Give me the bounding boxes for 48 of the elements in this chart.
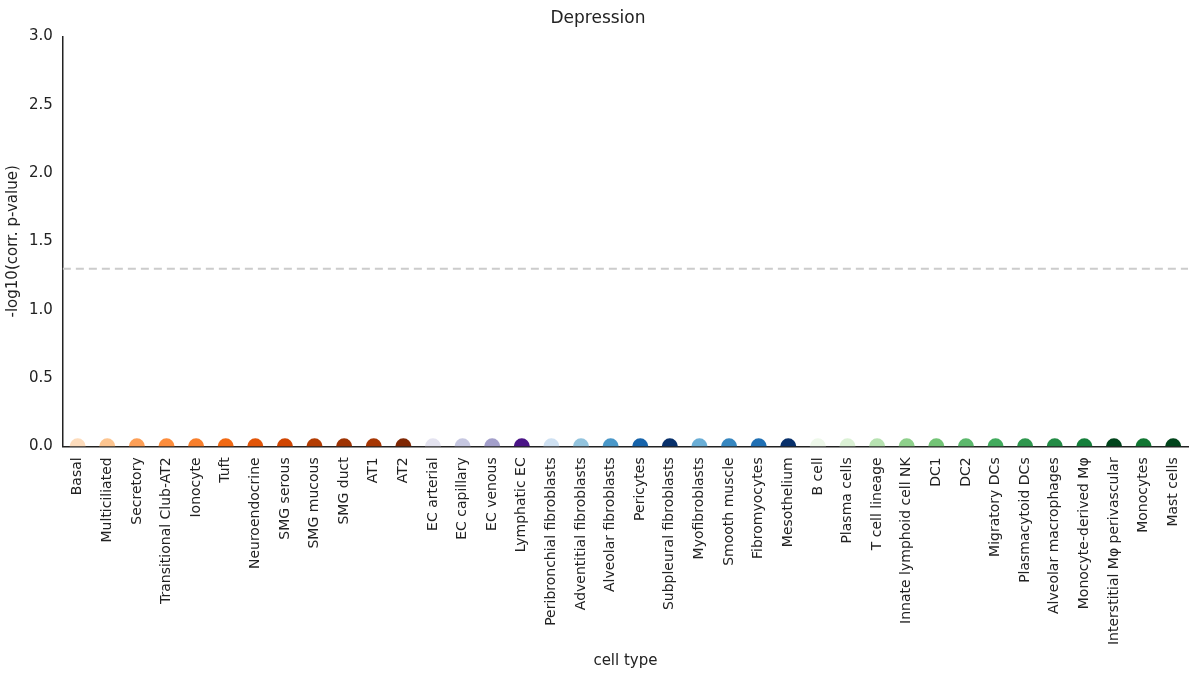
x-tick-label: SMG mucous <box>305 457 322 549</box>
y-tick-label: 1.5 <box>29 231 53 250</box>
x-tick-label: AT1 <box>364 457 381 484</box>
x-tick-label: Pericytes <box>630 457 647 521</box>
x-tick-label: AT2 <box>394 457 410 484</box>
chart-title: Depression <box>550 6 646 27</box>
x-tick-label: Mesothelium <box>778 457 795 548</box>
x-tick-label: Multiciliated <box>97 457 114 543</box>
x-tick-label: Plasmacytoid DCs <box>1015 457 1032 583</box>
x-tick-label: Migratory DCs <box>986 457 1003 557</box>
x-tick-label: Monocyte-derived Mφ <box>1075 457 1092 610</box>
x-tick-label: Plasma cells <box>838 457 855 544</box>
x-tick-label: Innate lymphoid cell NK <box>897 456 914 624</box>
x-tick-label: Secretory <box>127 457 144 525</box>
x-tick-label: Transitional Club-AT2 <box>157 457 174 606</box>
x-tick-label: SMG serous <box>275 457 292 540</box>
x-tick-label: EC arterial <box>423 457 440 531</box>
x-tick-label: Myofibroblasts <box>690 457 707 560</box>
x-tick-label: T cell lineage <box>867 457 884 552</box>
y-tick-label: 2.0 <box>29 162 53 181</box>
x-tick-label: Neuroendocrine <box>245 457 262 570</box>
x-tick-label: Fibromyocytes <box>749 457 766 560</box>
x-tick-label: Ionocyte <box>186 457 203 518</box>
x-tick-label: Peribronchial fibroblasts <box>542 457 559 626</box>
x-tick-label: B cell <box>808 457 825 496</box>
x-tick-label: Lymphatic EC <box>512 457 529 553</box>
x-tick-label: DC1 <box>926 457 943 487</box>
y-tick-label: 1.0 <box>29 299 53 318</box>
x-tick-label: Smooth muscle <box>719 457 736 566</box>
y-tick-label: 0.5 <box>29 367 53 386</box>
x-axis-title: cell type <box>593 650 658 669</box>
x-tick-label: EC capillary <box>453 457 470 540</box>
x-tick-label: Tuft <box>216 456 233 484</box>
x-tick-label: DC2 <box>956 457 973 487</box>
x-tick-label: Adventitial fibroblasts <box>571 457 588 611</box>
x-tick-label: Mast cells <box>1163 457 1180 527</box>
x-tick-label: Subpleural fibroblasts <box>660 457 677 611</box>
x-tick-label: Alveolar macrophages <box>1045 457 1062 614</box>
y-axis-title: -log10(corr. p-value) <box>2 165 21 318</box>
y-tick-label: 0.0 <box>29 436 53 455</box>
x-tick-label: SMG duct <box>334 456 351 525</box>
x-tick-label: Alveolar fibroblasts <box>601 457 618 593</box>
y-tick-label: 3.0 <box>29 26 53 45</box>
x-tick-label: Monocytes <box>1134 457 1151 533</box>
x-tick-label: EC venous <box>482 457 499 531</box>
x-tick-label: Basal <box>68 457 85 496</box>
y-tick-label: 2.5 <box>29 94 53 113</box>
x-tick-label: Interstitial Mφ perivascular <box>1104 457 1121 646</box>
